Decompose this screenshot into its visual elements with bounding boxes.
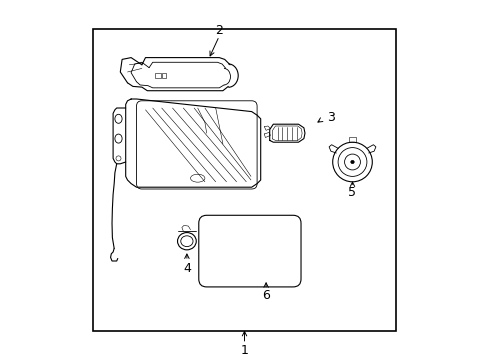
- Bar: [348, 137, 355, 142]
- Text: 2: 2: [215, 24, 223, 37]
- Text: 6: 6: [262, 289, 269, 302]
- Text: 1: 1: [240, 345, 248, 357]
- Text: 4: 4: [183, 262, 190, 275]
- Bar: [154, 73, 161, 78]
- Bar: [93, 29, 395, 331]
- Text: 3: 3: [326, 111, 334, 123]
- Text: 5: 5: [348, 186, 356, 199]
- Circle shape: [350, 160, 354, 164]
- Bar: [162, 73, 166, 78]
